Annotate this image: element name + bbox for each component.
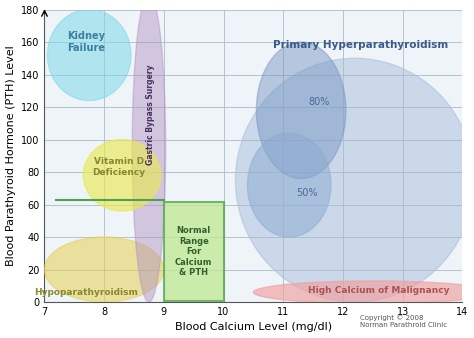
Ellipse shape	[47, 9, 131, 100]
Text: High Calcium of Malignancy: High Calcium of Malignancy	[308, 286, 449, 295]
Text: 50%: 50%	[296, 188, 318, 198]
Text: 80%: 80%	[309, 97, 330, 107]
Bar	[164, 202, 224, 301]
Text: Primary Hyperparathyroidism: Primary Hyperparathyroidism	[273, 40, 448, 50]
Ellipse shape	[254, 281, 474, 304]
Ellipse shape	[256, 42, 346, 178]
Text: Copyright © 2008
Norman Parathroid Clinic: Copyright © 2008 Norman Parathroid Clini…	[360, 314, 447, 328]
Text: Normal
Range
For
Calcium
& PTH: Normal Range For Calcium & PTH	[175, 226, 212, 277]
Text: Gastric Bypass Surgery: Gastric Bypass Surgery	[146, 65, 155, 165]
Text: Vitamin D
Deficiency: Vitamin D Deficiency	[92, 158, 146, 177]
Ellipse shape	[247, 133, 331, 237]
Polygon shape	[236, 58, 474, 302]
Ellipse shape	[45, 237, 164, 302]
Text: Hypoparathyroidism: Hypoparathyroidism	[34, 288, 138, 297]
Y-axis label: Blood Parathyroid Hormone (PTH) Level: Blood Parathyroid Hormone (PTH) Level	[6, 45, 16, 266]
Text: Kidney
Failure: Kidney Failure	[67, 31, 105, 53]
X-axis label: Blood Calcium Level (mg/dl): Blood Calcium Level (mg/dl)	[175, 322, 332, 333]
Ellipse shape	[132, 0, 165, 302]
Ellipse shape	[83, 140, 161, 211]
